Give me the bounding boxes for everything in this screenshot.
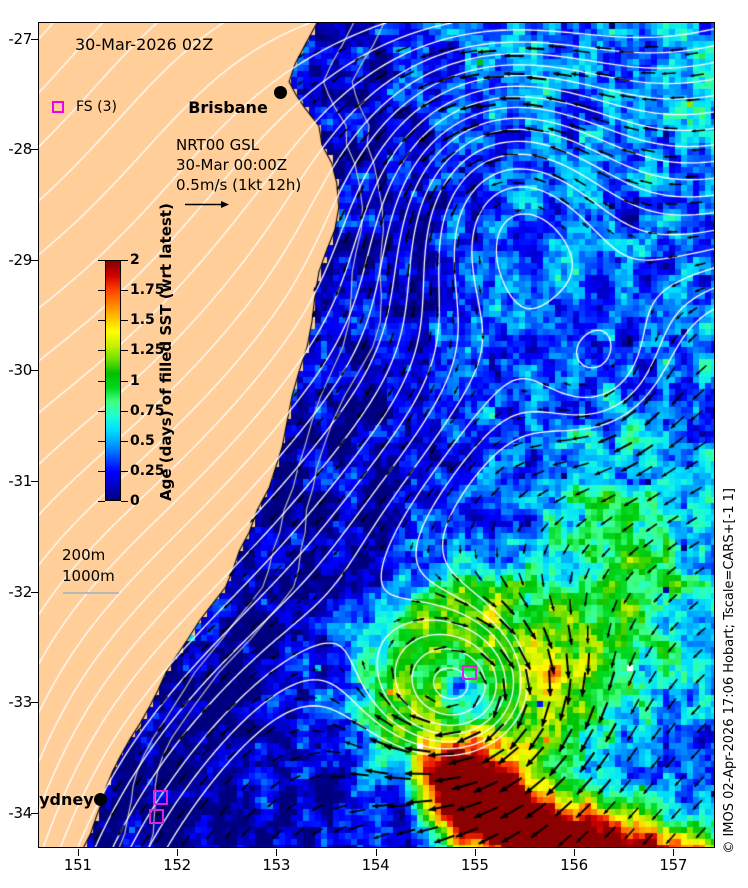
- depth-legend-line1: 200m: [62, 546, 106, 564]
- colorbar-tick: [121, 410, 128, 412]
- x-axis-tick-label: 154: [361, 856, 390, 874]
- x-axis-tick-label: 155: [460, 856, 489, 874]
- city-label: Sydney: [39, 790, 94, 810]
- credit-text: © IMOS 02-Apr-2026 17:06 Hobart; Tscale=…: [722, 488, 737, 854]
- fs-marker-square[interactable]: [461, 665, 477, 681]
- y-axis-tick: [31, 591, 38, 593]
- y-axis-tick: [31, 702, 38, 704]
- fs-legend-swatch-icon: [52, 101, 64, 113]
- velocity-scale-arrow-icon: [185, 201, 229, 208]
- colorbar-tick-label: 0.75: [130, 402, 165, 419]
- fs-marker-square[interactable]: [149, 809, 165, 825]
- fs-legend-label: FS (3): [76, 99, 117, 115]
- colorbar-tick: [98, 320, 105, 322]
- x-axis-tick: [276, 849, 278, 856]
- y-axis-tick-label: -32: [8, 582, 32, 601]
- colorbar-tick: [121, 350, 128, 352]
- colorbar-tick: [121, 380, 128, 382]
- x-axis-tick-label: 156: [560, 856, 588, 874]
- colorbar-tick: [98, 260, 105, 261]
- colorbar-tick-label: 1.5: [130, 312, 155, 329]
- colorbar-gradient: [105, 260, 121, 501]
- depth-legend-rule: [63, 592, 119, 594]
- colorbar-tick: [121, 290, 128, 292]
- colorbar-tick-label: 0: [130, 493, 140, 509]
- colorbar-tick-label: 0.25: [130, 462, 165, 479]
- y-axis-tick-label: -31: [8, 472, 32, 490]
- y-axis-tick: [31, 149, 38, 151]
- colorbar-title: Age (days) of filled SST (wrt latest): [157, 203, 175, 501]
- colorbar-tick: [98, 380, 105, 382]
- y-axis-tick-label: -34: [8, 803, 32, 822]
- x-axis-tick: [574, 849, 576, 856]
- colorbar-tick: [121, 440, 128, 442]
- x-axis-tick-label: 157: [659, 856, 688, 874]
- colorbar-tick: [98, 440, 105, 442]
- date-stamp: 30-Mar-2026 02Z: [75, 35, 214, 54]
- x-axis-tick-label: 153: [262, 856, 291, 874]
- depth-contour-legend: 200m 1000m: [62, 545, 115, 587]
- city-marker-dot: [274, 85, 288, 99]
- y-axis-tick-label: -30: [8, 361, 32, 380]
- gsl-legend-line2: 30-Mar 00:00Z: [176, 156, 288, 174]
- colorbar-tick: [121, 260, 128, 261]
- colorbar-tick: [98, 410, 105, 412]
- colorbar-tick-label: 1.75: [130, 282, 165, 299]
- colorbar-tick: [98, 350, 105, 352]
- colorbar-tick-label: 2: [130, 252, 140, 268]
- x-axis-tick: [673, 849, 675, 856]
- y-axis-tick-label: -29: [8, 250, 32, 269]
- x-axis-tick: [176, 849, 178, 856]
- map-plot-inner: 30-Mar-2026 02Z FS (3) NRT00 GSL 30-Mar …: [39, 23, 714, 847]
- y-axis-tick-label: -33: [8, 693, 32, 712]
- y-axis-tick: [31, 38, 38, 40]
- y-axis-tick: [31, 481, 38, 482]
- colorbar-tick: [98, 470, 105, 472]
- fs-marker-square[interactable]: [153, 790, 169, 806]
- y-axis-tick-label: -28: [8, 140, 32, 159]
- x-axis-tick: [77, 849, 79, 856]
- colorbar-tick-label: 1.25: [130, 342, 165, 359]
- x-axis-tick: [474, 849, 476, 856]
- y-axis-tick: [31, 370, 38, 372]
- x-axis-tick-label: 151: [63, 856, 92, 874]
- colorbar-tick-label: 0.5: [130, 432, 155, 449]
- depth-legend-line2: 1000m: [62, 567, 115, 585]
- velocity-arrow-layer: [39, 23, 714, 847]
- colorbar-tick: [121, 470, 128, 472]
- colorbar-tick: [98, 290, 105, 292]
- x-axis-tick-label: 152: [163, 856, 191, 874]
- gsl-legend-line3: 0.5m/s (1kt 12h): [176, 176, 302, 194]
- colorbar-tick-label: 1: [130, 372, 140, 389]
- gsl-legend-block: NRT00 GSL 30-Mar 00:00Z 0.5m/s (1kt 12h): [176, 135, 301, 195]
- colorbar-tick: [121, 501, 128, 502]
- colorbar-tick: [121, 320, 128, 322]
- y-axis-tick: [31, 259, 38, 261]
- y-axis-tick: [31, 812, 38, 814]
- y-axis-tick-label: -27: [8, 29, 32, 48]
- city-marker-dot: [93, 793, 107, 807]
- gsl-legend-line1: NRT00 GSL: [176, 136, 260, 154]
- colorbar-tick: [98, 501, 105, 502]
- x-axis-tick: [375, 849, 377, 856]
- map-plot-area[interactable]: 30-Mar-2026 02Z FS (3) NRT00 GSL 30-Mar …: [38, 22, 715, 848]
- city-label: Brisbane: [188, 97, 268, 117]
